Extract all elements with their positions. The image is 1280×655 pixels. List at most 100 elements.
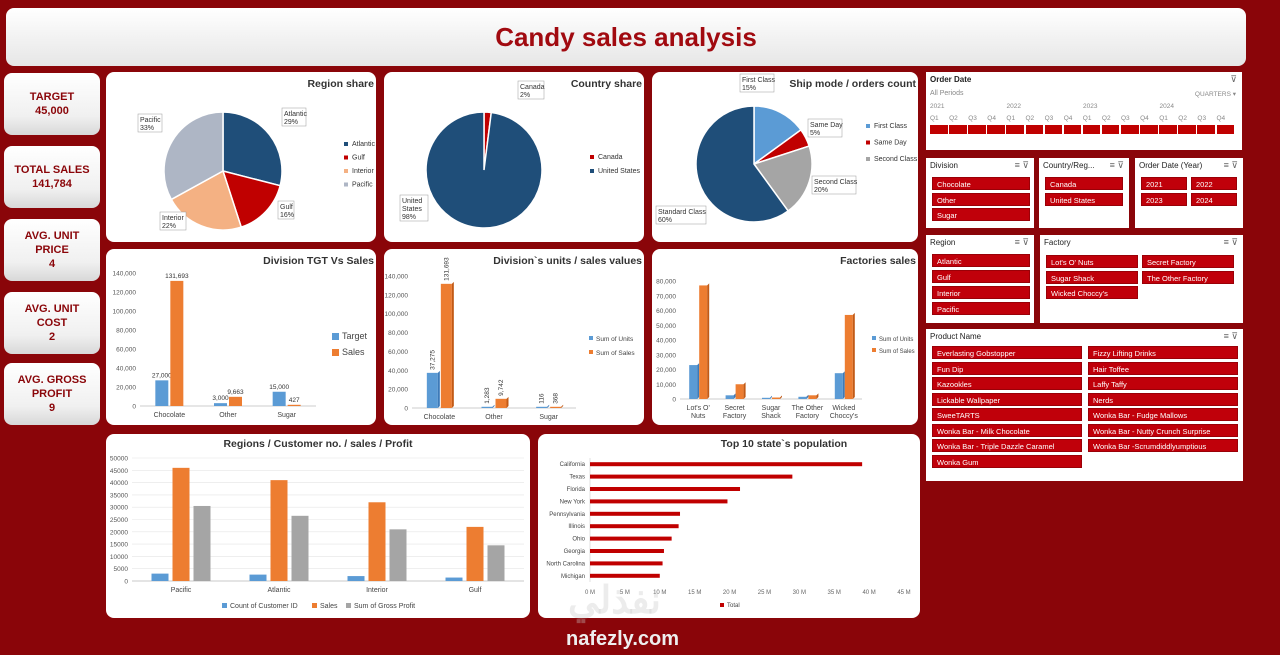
- data-label-pct: 15%: [742, 85, 756, 92]
- data-label-box: [739, 73, 775, 93]
- slicer-item-2022[interactable]: 2022: [1191, 177, 1237, 190]
- slicer-item-wonka-bar-triple-dazzle-caramel[interactable]: Wonka Bar - Triple Dazzle Caramel: [932, 439, 1082, 452]
- order-date-timeline[interactable]: Order Date ⊽ All Periods QUARTERS ▾ 2021…: [926, 72, 1242, 150]
- timeline-period[interactable]: [1044, 125, 1063, 134]
- timeline-period[interactable]: [949, 125, 967, 134]
- timeline-period[interactable]: [1121, 125, 1139, 134]
- y-tick-label: 40000: [110, 480, 128, 487]
- y-tick-label: 0: [132, 404, 136, 411]
- timeline-period[interactable]: [1082, 125, 1101, 134]
- slicer-item-sugar[interactable]: Sugar: [932, 208, 1030, 221]
- y-tick-label: North Carolina: [546, 561, 585, 567]
- bar-sum-of-units: [834, 373, 843, 399]
- slicer-item-pacific[interactable]: Pacific: [932, 302, 1030, 315]
- slicer-item-wonka-bar-milk-chocolate[interactable]: Wonka Bar - Milk Chocolate: [932, 423, 1082, 437]
- slicer-item-united-states[interactable]: United States: [1045, 193, 1123, 206]
- slicer-item-fun-dip[interactable]: Fun Dip: [932, 361, 1082, 375]
- timeline-period[interactable]: [1159, 125, 1177, 134]
- timeline-all-periods: All Periods: [930, 90, 964, 97]
- timeline-quarter: Q1: [1006, 115, 1016, 122]
- slicer-item-nerds[interactable]: Nerds: [1088, 392, 1238, 406]
- slicer-item-laffy-taffy[interactable]: Laffy Taffy: [1088, 377, 1238, 390]
- slicer-item-secret-factory[interactable]: Secret Factory: [1142, 255, 1234, 268]
- slicer-item-2021[interactable]: 2021: [1141, 177, 1187, 190]
- slicer-item-everlasting-gobstopper[interactable]: Everlasting Gobstopper: [932, 346, 1082, 359]
- slicer-item-wicked-choccy-s[interactable]: Wicked Choccy's: [1046, 286, 1138, 299]
- clear-filter-icon[interactable]: ≡ ⊽: [1014, 237, 1029, 247]
- slicer-item-lickable-wallpaper[interactable]: Lickable Wallpaper: [932, 392, 1082, 406]
- slicer-item-hair-toffee[interactable]: Hair Toffee: [1088, 361, 1238, 375]
- y-tick-label: 25000: [110, 517, 128, 524]
- bar-sum-of-gross-profit: [389, 529, 407, 581]
- kpi-value: 2: [48, 331, 56, 343]
- slicer-item-kazookles[interactable]: Kazookles: [932, 377, 1082, 390]
- slicer-item-other[interactable]: Other: [932, 192, 1030, 206]
- pie-slice-atlantic: [222, 111, 283, 187]
- x-tick-label: Lot's O': [687, 405, 710, 412]
- slicer-item-sweetarts[interactable]: SweeTARTS: [932, 408, 1082, 421]
- clear-filter-icon[interactable]: ≡ ⊽: [1223, 160, 1238, 170]
- clear-filter-icon[interactable]: ≡ ⊽: [1014, 160, 1029, 170]
- clear-filter-icon[interactable]: ≡ ⊽: [1223, 237, 1238, 247]
- slicer-item-2023[interactable]: 2023: [1141, 193, 1187, 206]
- legend-entry: Count of Customer ID: [230, 603, 298, 610]
- timeline-period[interactable]: [1140, 125, 1158, 134]
- slicer-item-sugar-shack[interactable]: Sugar Shack: [1046, 270, 1138, 284]
- timeline-period[interactable]: [1216, 125, 1234, 134]
- slicer-item-fizzy-lifting-drinks[interactable]: Fizzy Lifting Drinks: [1088, 346, 1238, 359]
- division-slicer: Division ≡ ⊽ Chocolate Other Sugar: [926, 158, 1034, 228]
- data-label: Second Class: [814, 179, 858, 186]
- data-label-pct: 5%: [810, 130, 820, 137]
- bar-side: [733, 393, 736, 399]
- slicer-item-wonka-gum[interactable]: Wonka Gum: [932, 454, 1082, 468]
- timeline-period[interactable]: [1063, 125, 1082, 134]
- timeline-period[interactable]: [987, 125, 1005, 134]
- data-label-box: [277, 200, 295, 220]
- data-label: 3,000: [212, 395, 229, 402]
- watermark: nafezly.com: [566, 628, 679, 650]
- bar-sum-of-gross-profit: [487, 545, 505, 581]
- slicer-item-wonka-bar-fudge-mallows[interactable]: Wonka Bar - Fudge Mallows: [1088, 408, 1238, 421]
- data-label-box: [811, 175, 857, 195]
- filter-icon[interactable]: ⊽: [1230, 74, 1237, 84]
- slicer-item-wonka-bar-nutty-crunch-surprise[interactable]: Wonka Bar - Nutty Crunch Surprise: [1088, 423, 1238, 437]
- timeline-period[interactable]: [1101, 125, 1120, 134]
- slicer-item-canada[interactable]: Canada: [1045, 177, 1123, 190]
- slicer-item-the-other-factory[interactable]: The Other Factory: [1142, 270, 1234, 284]
- slicer-item-interior[interactable]: Interior: [932, 286, 1030, 299]
- timeline-period[interactable]: [1006, 125, 1024, 134]
- y-tick-label: 140,000: [385, 274, 409, 281]
- bar-side: [697, 363, 700, 399]
- timeline-period[interactable]: [1197, 125, 1215, 134]
- slicer-item-chocolate[interactable]: Chocolate: [932, 177, 1030, 190]
- timeline-mode[interactable]: QUARTERS ▾: [1194, 91, 1236, 98]
- timeline-period[interactable]: [1025, 125, 1043, 134]
- data-label-box: [399, 194, 429, 222]
- timeline-period[interactable]: [968, 125, 986, 134]
- timeline-period[interactable]: [1178, 125, 1196, 134]
- bar-north-carolina: [590, 561, 663, 566]
- y-tick-label: 15000: [110, 542, 128, 549]
- slicer-item-gulf[interactable]: Gulf: [932, 270, 1030, 283]
- bar-sum-of-gross-profit: [291, 515, 309, 581]
- clear-filter-icon[interactable]: ≡ ⊽: [1109, 160, 1124, 170]
- slicer-item-wonka-bar-scrumdiddlyumptious[interactable]: Wonka Bar -Scrumdiddlyumptious: [1088, 439, 1238, 452]
- y-tick-label: 0: [124, 579, 128, 586]
- legend-entry: Second Class: [874, 156, 918, 163]
- x-tick-label: Chocolate: [424, 414, 456, 421]
- bar-michigan: [590, 573, 660, 578]
- timeline-period[interactable]: [930, 125, 948, 134]
- slicer-item-lot-s-o-nuts[interactable]: Lot's O' Nuts: [1046, 255, 1138, 268]
- legend-entry: United States: [598, 168, 641, 175]
- y-tick-label: 120,000: [385, 292, 409, 299]
- bar-sum-of-units: [689, 365, 698, 399]
- bar-sum-of-sales: [844, 314, 853, 399]
- bar-count-of-customer-id: [445, 577, 463, 581]
- slicer-item-atlantic[interactable]: Atlantic: [932, 254, 1030, 267]
- x-tick-label: Factory: [723, 413, 747, 420]
- slicer-item-2024[interactable]: 2024: [1191, 193, 1237, 206]
- bar-sum-of-sales: [495, 398, 507, 408]
- bar-illinois: [590, 524, 679, 529]
- clear-filter-icon[interactable]: ≡ ⊽: [1223, 331, 1238, 341]
- kpi-avg-unit-cost: AVG. UNIT COST 2: [4, 292, 100, 354]
